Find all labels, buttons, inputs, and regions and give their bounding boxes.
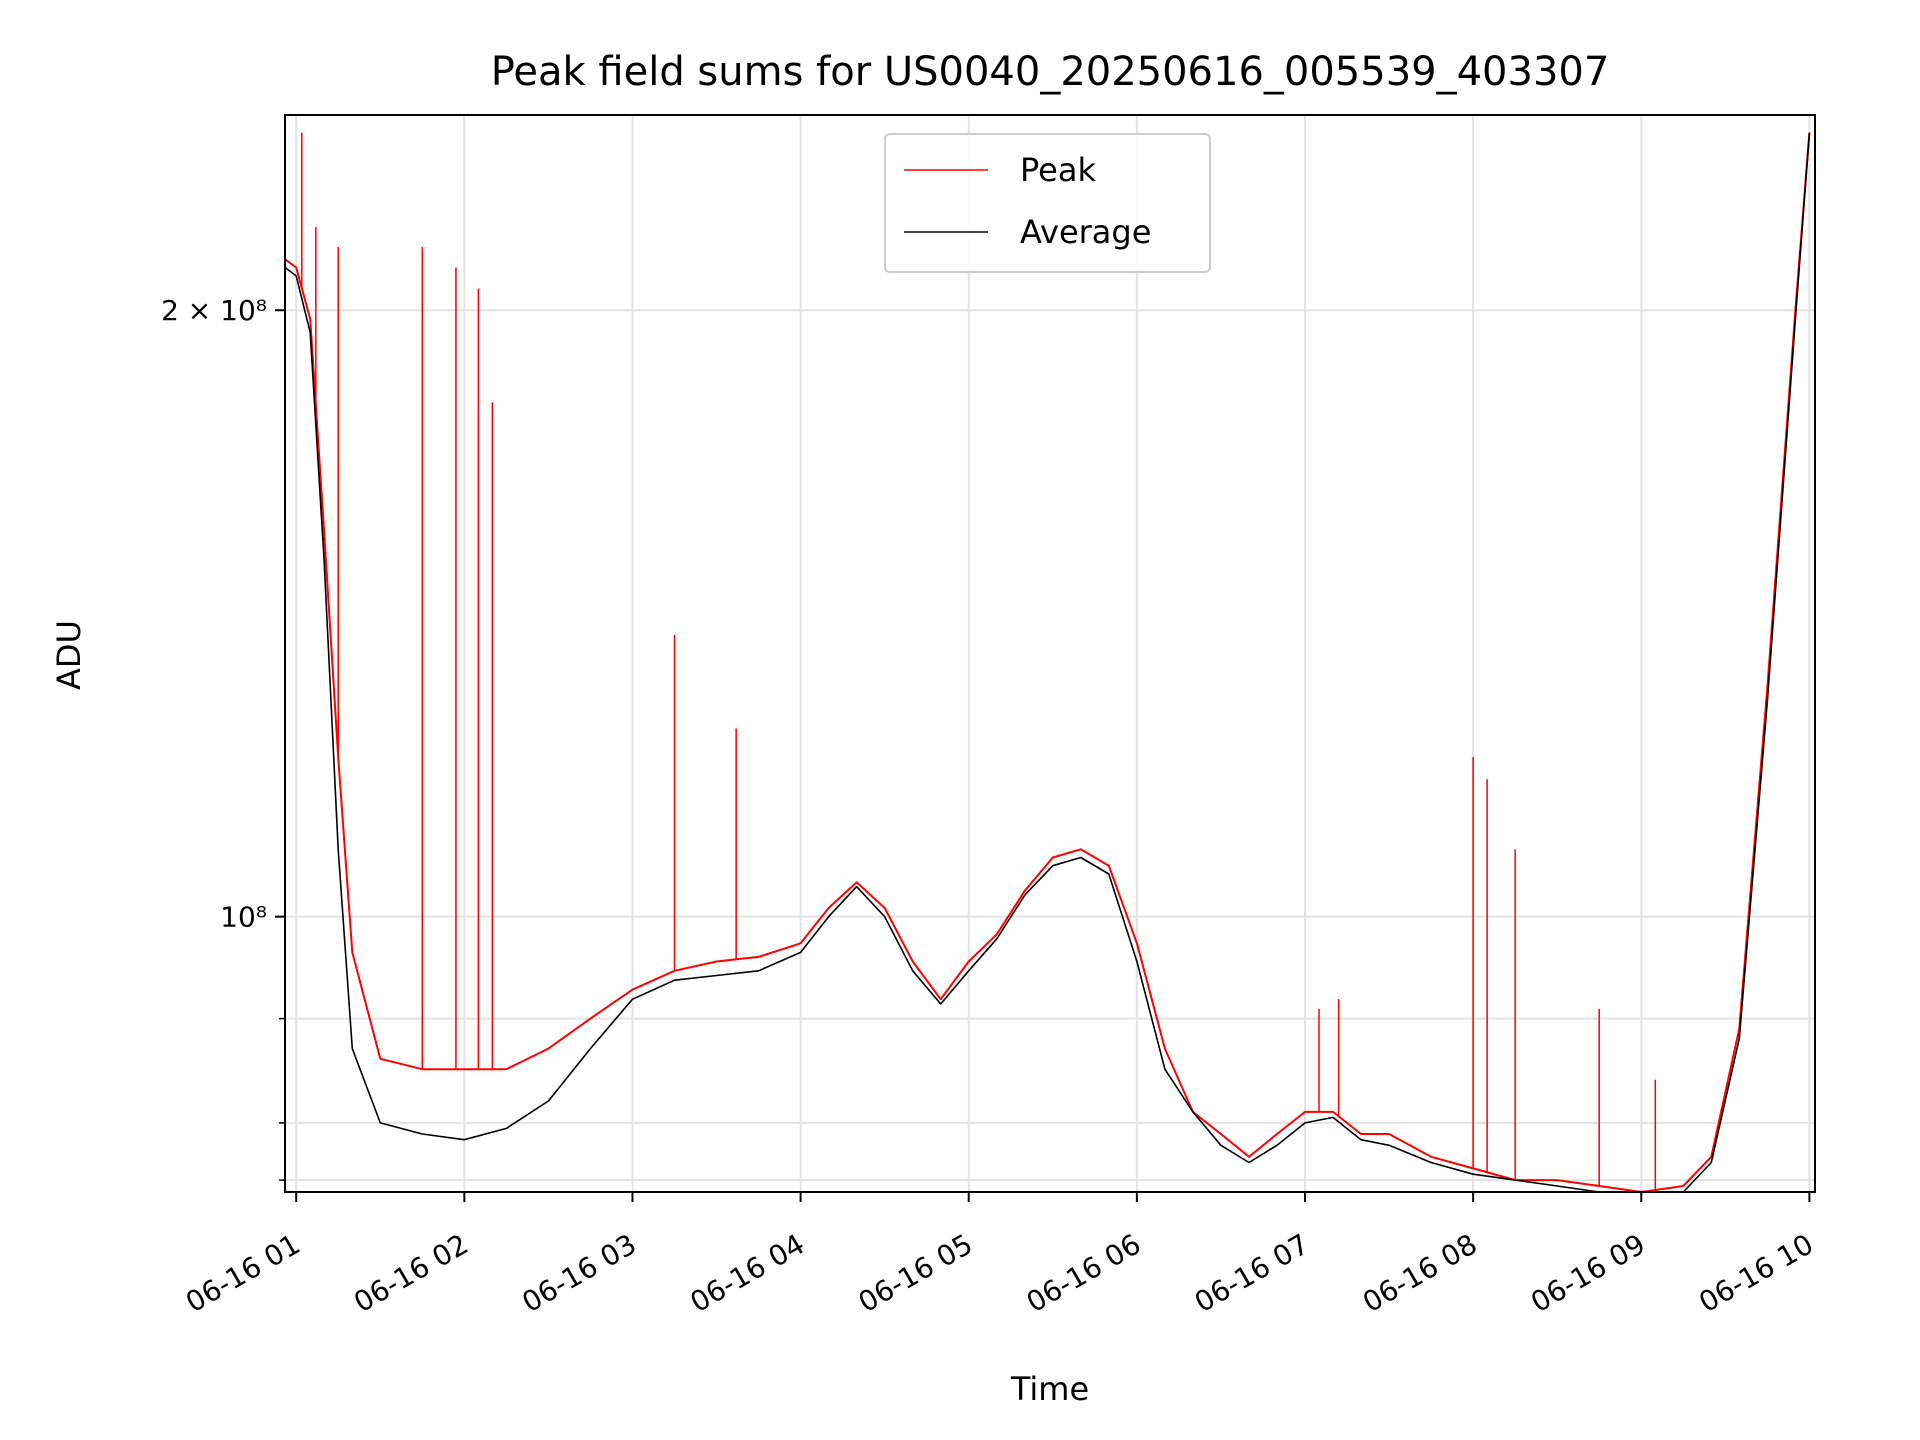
series-line-peak [285,132,1811,1192]
plot-area-frame [284,114,1816,1193]
legend-label-average: Average [1020,213,1151,251]
y-axis-label: ADU [50,620,88,690]
series-layer [285,132,1811,1192]
legend: Peak Average [884,133,1211,273]
legend-label-peak: Peak [1020,151,1096,189]
y-axis: 2 × 10⁸ 10⁸ [161,294,285,1181]
series-line-average [285,132,1811,1192]
series-clip-group [285,132,1811,1192]
legend-box [884,133,1211,273]
chart-title: Peak field sums for US0040_20250616_0055… [491,49,1610,95]
y-tick-label: 10⁸ [220,901,267,934]
x-axis-label: Time [1010,1370,1089,1408]
grid [285,115,1815,1192]
y-tick-label: 2 × 10⁸ [161,294,267,327]
